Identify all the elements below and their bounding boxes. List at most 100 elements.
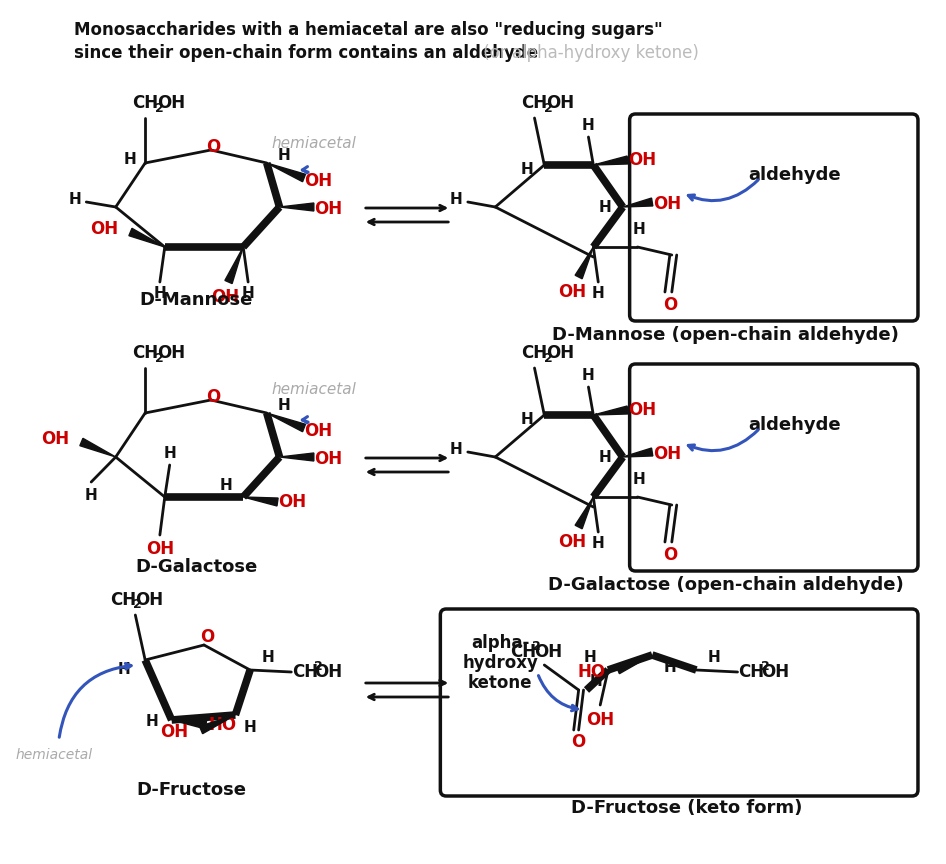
Text: CH: CH — [132, 94, 158, 112]
Polygon shape — [267, 163, 306, 181]
Text: H: H — [153, 287, 166, 302]
Text: aldehyde: aldehyde — [748, 416, 841, 434]
Text: OH: OH — [628, 401, 657, 419]
Text: CH: CH — [292, 663, 318, 681]
Text: Monosaccharides with a hemiacetal are also "reducing sugars": Monosaccharides with a hemiacetal are al… — [74, 21, 662, 39]
FancyBboxPatch shape — [630, 114, 918, 321]
Text: H: H — [85, 487, 97, 503]
Text: H: H — [124, 153, 137, 168]
Text: H: H — [261, 651, 274, 665]
Text: ketone: ketone — [468, 674, 533, 692]
Text: OH: OH — [587, 711, 614, 729]
Text: O: O — [571, 733, 586, 751]
FancyBboxPatch shape — [630, 364, 918, 571]
Text: CH: CH — [738, 663, 764, 681]
Polygon shape — [129, 228, 165, 247]
Text: H: H — [582, 118, 595, 132]
Text: H: H — [244, 720, 256, 734]
Polygon shape — [243, 497, 278, 506]
Text: OH: OH — [161, 723, 188, 741]
Text: 2: 2 — [314, 659, 324, 672]
Text: H: H — [242, 287, 254, 302]
Text: OH: OH — [135, 591, 163, 609]
Text: 2: 2 — [532, 640, 541, 653]
Text: CH: CH — [521, 344, 548, 362]
Text: OH: OH — [546, 94, 574, 112]
Text: O: O — [205, 138, 219, 156]
Text: D-Mannose: D-Mannose — [139, 291, 253, 309]
Text: (or alpha-hydroxy ketone): (or alpha-hydroxy ketone) — [478, 44, 698, 62]
Text: D-Fructose: D-Fructose — [136, 781, 246, 799]
Text: OH: OH — [314, 200, 342, 218]
Text: H: H — [278, 148, 290, 162]
Text: OH: OH — [628, 151, 657, 169]
Text: since their open-chain form contains an aldehyde: since their open-chain form contains an … — [74, 44, 537, 62]
Text: OH: OH — [304, 422, 332, 440]
Polygon shape — [267, 413, 306, 432]
Text: H: H — [68, 192, 81, 206]
Text: CH: CH — [111, 591, 136, 609]
Text: CH: CH — [132, 344, 158, 362]
Polygon shape — [622, 448, 653, 457]
Text: hemiacetal: hemiacetal — [272, 136, 357, 150]
Text: H: H — [584, 651, 597, 665]
Text: H: H — [449, 442, 463, 456]
Polygon shape — [593, 156, 628, 165]
Polygon shape — [279, 203, 314, 211]
Text: D-Galactose (open-chain aldehyde): D-Galactose (open-chain aldehyde) — [548, 576, 903, 594]
Polygon shape — [200, 715, 236, 734]
Text: 2: 2 — [761, 659, 769, 672]
Text: OH: OH — [314, 663, 342, 681]
Text: OH: OH — [761, 663, 789, 681]
Text: H: H — [590, 675, 603, 689]
Text: OH: OH — [653, 445, 681, 463]
Text: OH: OH — [146, 540, 174, 558]
Text: H: H — [663, 659, 676, 675]
Text: H: H — [582, 367, 595, 383]
Text: O: O — [663, 296, 677, 314]
Text: H: H — [599, 200, 611, 214]
Text: 2: 2 — [133, 599, 142, 612]
Text: OH: OH — [90, 220, 118, 238]
Text: H: H — [164, 446, 176, 461]
Text: alpha-: alpha- — [471, 634, 530, 652]
Text: CH: CH — [521, 94, 548, 112]
Text: 2: 2 — [154, 101, 164, 115]
Text: OH: OH — [534, 643, 562, 661]
Text: 2: 2 — [544, 352, 552, 365]
Polygon shape — [79, 438, 115, 457]
Text: H: H — [520, 162, 533, 177]
Text: H: H — [633, 472, 646, 486]
Polygon shape — [225, 247, 243, 283]
Text: D-Fructose (keto form): D-Fructose (keto form) — [570, 799, 802, 817]
Text: aldehyde: aldehyde — [748, 166, 841, 184]
Text: hydroxy: hydroxy — [463, 654, 538, 672]
Text: O: O — [200, 628, 214, 646]
Text: OH: OH — [158, 344, 185, 362]
Text: CH: CH — [510, 643, 535, 661]
Polygon shape — [171, 720, 206, 729]
Text: OH: OH — [212, 288, 239, 306]
Text: hemiacetal: hemiacetal — [15, 748, 93, 762]
Text: D-Galactose: D-Galactose — [135, 558, 257, 576]
Text: H: H — [633, 221, 646, 237]
Text: O: O — [663, 546, 677, 564]
Text: OH: OH — [304, 172, 332, 190]
Text: OH: OH — [558, 283, 586, 301]
Text: OH: OH — [653, 195, 681, 213]
Text: OH: OH — [278, 493, 307, 511]
Text: H: H — [146, 715, 158, 729]
Text: H: H — [592, 287, 604, 302]
Text: 2: 2 — [544, 101, 552, 115]
Text: D-Mannose (open-chain aldehyde): D-Mannose (open-chain aldehyde) — [552, 326, 900, 344]
Text: hemiacetal: hemiacetal — [272, 383, 357, 397]
Text: H: H — [520, 412, 533, 428]
Text: H: H — [219, 478, 232, 492]
Text: OH: OH — [158, 94, 185, 112]
Text: 2: 2 — [154, 352, 164, 365]
Text: H: H — [708, 651, 720, 665]
Text: H: H — [449, 192, 463, 206]
Text: OH: OH — [314, 450, 342, 468]
Text: H: H — [278, 397, 290, 412]
Polygon shape — [622, 198, 653, 207]
